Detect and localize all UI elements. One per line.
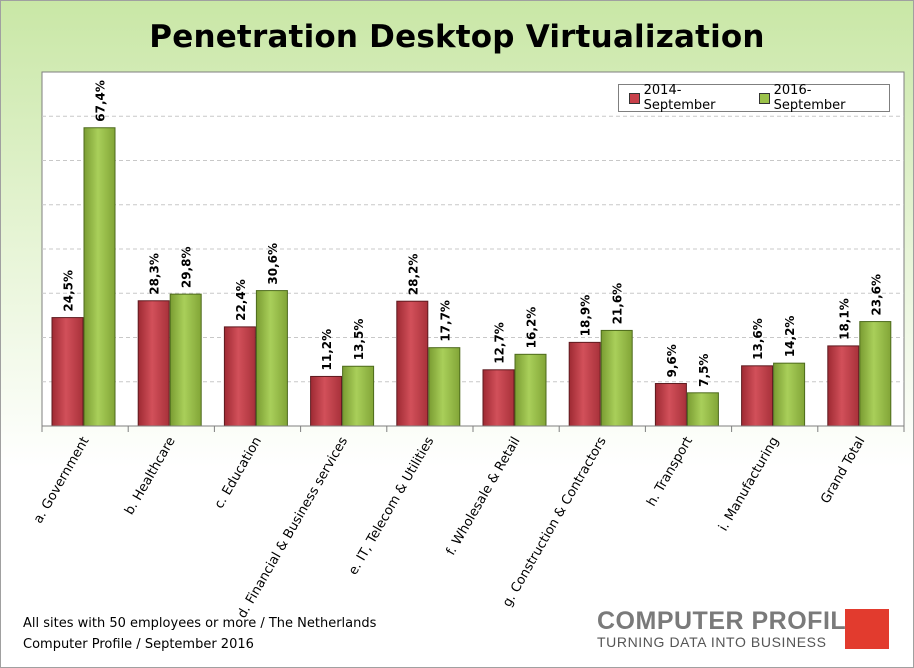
bar-2014 xyxy=(568,341,601,427)
logo-red-square xyxy=(845,609,889,649)
bar-2016 xyxy=(342,365,375,427)
data-label: 22,4% xyxy=(234,279,248,321)
legend-label-2014: 2014-September xyxy=(643,83,716,113)
data-label: 17,7% xyxy=(438,300,452,342)
legend-item-2016: 2016-September xyxy=(759,83,879,113)
data-labels: 24,5% 67,4% 28,3% 29,8% 22,4% 30,6% 11,2% 13,5%… xyxy=(62,80,884,387)
logo-name: COMPUTER PROFILE xyxy=(597,607,864,635)
footnote-line-2: Computer Profile / September 2016 xyxy=(23,637,254,652)
bars xyxy=(51,127,892,427)
footnote: All sites with 50 employees or more / Th… xyxy=(23,613,376,655)
category-label: c. Education xyxy=(212,435,265,512)
data-label: 7,5% xyxy=(697,354,711,387)
data-label: 13,5% xyxy=(352,319,366,361)
data-label: 21,6% xyxy=(611,283,625,325)
data-label: 18,1% xyxy=(837,298,851,340)
data-label: 24,5% xyxy=(62,270,76,312)
bar-2016 xyxy=(859,321,892,427)
bar-2014 xyxy=(482,369,515,427)
bar-2016 xyxy=(83,127,116,427)
bar-2016 xyxy=(514,353,547,427)
bar-2016 xyxy=(773,362,806,427)
data-label: 23,6% xyxy=(869,274,883,316)
category-label: h. Transport xyxy=(644,435,696,510)
bar-2016 xyxy=(686,392,719,427)
data-label: 29,8% xyxy=(180,246,194,288)
category-label: f. Wholesale & Retail xyxy=(444,435,524,559)
data-label: 11,2% xyxy=(320,329,334,371)
category-label: a. Government xyxy=(31,435,93,527)
data-label: 12,7% xyxy=(493,322,507,364)
footnote-line-1: All sites with 50 employees or more / Th… xyxy=(23,616,377,631)
legend-item-2014: 2014-September xyxy=(629,83,749,113)
legend-label-2016: 2016-September xyxy=(773,83,846,113)
bar-2014 xyxy=(137,300,170,427)
data-label: 16,2% xyxy=(525,307,539,349)
category-label: e. IT, Telecom & Utilities xyxy=(346,434,437,577)
category-label: b. Healthcare xyxy=(122,435,179,518)
data-label: 28,3% xyxy=(148,253,162,295)
bar-2014 xyxy=(310,375,343,427)
category-label: Grand Total xyxy=(818,435,868,507)
data-label: 67,4% xyxy=(94,80,108,122)
category-label: i. Manufacturing xyxy=(716,435,782,534)
data-label: 9,6% xyxy=(665,344,679,377)
legend-swatch-2016 xyxy=(759,92,770,104)
data-label: 18,9% xyxy=(579,295,593,337)
bar-2016 xyxy=(169,293,202,427)
chart-title: Penetration Desktop Virtualization xyxy=(149,19,765,55)
bar-2014 xyxy=(51,317,84,427)
category-axis: a. Government b. Healthcare c. Educationd.… xyxy=(31,425,905,621)
bar-2014 xyxy=(741,365,774,427)
bar-2014 xyxy=(827,345,860,427)
bar-2014 xyxy=(654,383,687,427)
bar-2016 xyxy=(600,329,633,427)
legend: 2014-September 2016-September xyxy=(618,83,890,113)
data-label: 14,2% xyxy=(783,316,797,358)
data-label: 28,2% xyxy=(406,254,420,296)
bar-2016 xyxy=(255,290,288,427)
category-label: g. Construction & Contractors xyxy=(500,434,610,609)
logo-tagline: TURNING DATA INTO BUSINESS xyxy=(597,634,827,650)
data-label: 13,6% xyxy=(751,318,765,360)
legend-swatch-2014 xyxy=(629,92,640,104)
bar-2016 xyxy=(428,347,461,427)
company-logo: COMPUTER PROFILE TURNING DATA INTO BUSIN… xyxy=(597,607,897,653)
bar-2014 xyxy=(223,326,256,427)
data-label: 30,6% xyxy=(266,243,280,285)
bar-2014 xyxy=(396,300,429,427)
